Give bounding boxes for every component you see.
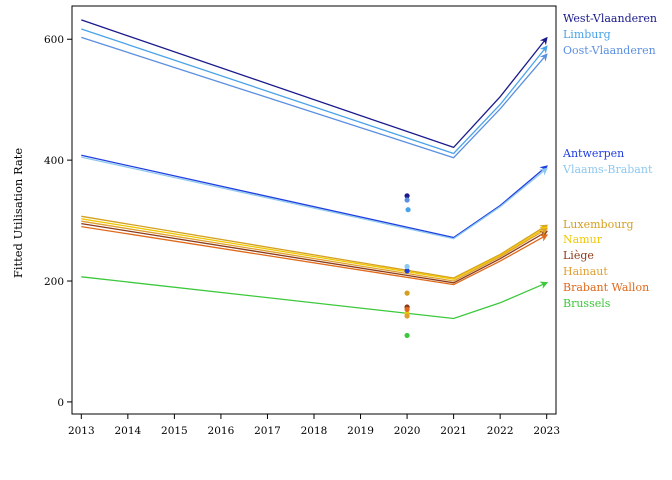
- data-point: [404, 268, 410, 274]
- legend-label: Oost-Vlaanderen: [563, 44, 656, 57]
- legend-label: West-Vlaanderen: [563, 12, 657, 25]
- legend-label: Liège: [563, 249, 594, 262]
- data-point: [405, 207, 411, 213]
- data-point: [404, 290, 410, 296]
- series-line-vlaams-brabant: [81, 156, 548, 240]
- x-tick-label: 2017: [254, 425, 281, 437]
- data-point: [404, 313, 410, 319]
- y-axis-title: Fitted Utilisation Rate: [11, 148, 25, 279]
- plot-frame: [71, 5, 557, 415]
- series-line-brabant-wallon: [81, 225, 549, 286]
- x-tick-label: 2014: [114, 425, 141, 437]
- y-axis: 0 200 400 600: [44, 34, 72, 409]
- x-tick-label: 2020: [394, 425, 421, 437]
- series-line-namur: [81, 218, 549, 280]
- x-tick-label: 2015: [161, 425, 188, 437]
- series-line-oost-vlaanderen: [81, 36, 548, 159]
- data-point: [404, 306, 410, 313]
- series-line-hainaut: [81, 220, 549, 282]
- legend-label: Namur: [563, 233, 603, 246]
- series-line-antwerpen: [81, 154, 548, 239]
- y-tick-label: 200: [44, 276, 64, 288]
- legend-label: Hainaut: [563, 265, 608, 278]
- series-layer: [81, 19, 549, 320]
- legend-label: Brabant Wallon: [563, 281, 649, 294]
- legend-label: Brussels: [563, 297, 611, 310]
- plot-border: [71, 5, 557, 415]
- legend-label: Antwerpen: [562, 147, 624, 160]
- points-layer: [404, 193, 411, 339]
- data-point: [404, 332, 410, 339]
- legend-label: Limburg: [563, 28, 611, 41]
- y-tick-label: 600: [44, 34, 64, 46]
- x-tick-label: 2021: [440, 425, 467, 437]
- series-line-li-ge: [81, 222, 549, 284]
- legend-label: Vlaams-Brabant: [562, 163, 653, 176]
- series-line-limburg: [81, 28, 548, 155]
- x-tick-label: 2022: [487, 425, 514, 437]
- series-line-luxembourg: [81, 215, 549, 279]
- data-point: [404, 197, 410, 203]
- series-line-brussels: [81, 276, 549, 320]
- legend-label: Luxembourg: [563, 218, 634, 231]
- x-axis: 2013 2014 2015 2016 2017 2018 2019 2020 2021 2022…: [68, 414, 560, 437]
- data-point: [404, 263, 410, 270]
- data-point: [404, 193, 410, 199]
- legend: West-Vlaanderen Limburg Oost-Vlaanderen Ant…: [562, 12, 657, 310]
- x-tick-label: 2013: [68, 425, 95, 437]
- x-tick-label: 2023: [533, 425, 560, 437]
- y-tick-label: 0: [57, 397, 64, 409]
- x-tick-label: 2018: [301, 425, 328, 437]
- x-tick-label: 2019: [347, 425, 374, 437]
- y-tick-label: 400: [44, 155, 64, 167]
- x-tick-label: 2016: [208, 425, 235, 437]
- series-line-west-vlaanderen: [81, 19, 548, 149]
